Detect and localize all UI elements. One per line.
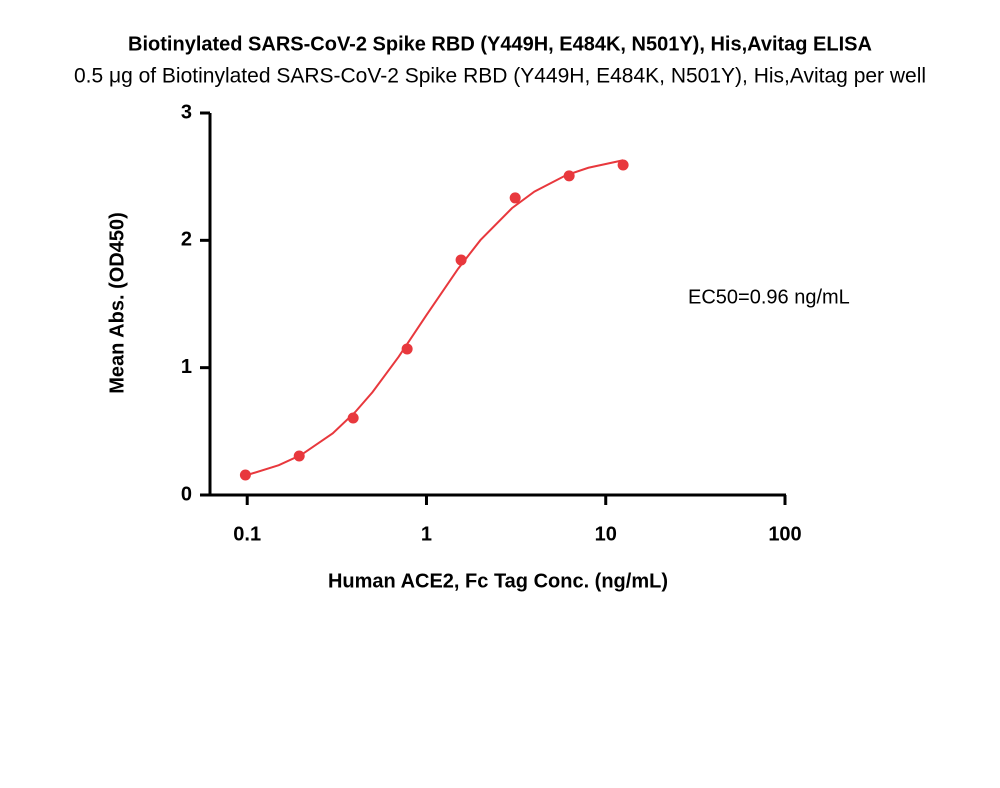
y-tick-label: 3	[181, 101, 192, 123]
x-tick-label: 100	[768, 523, 801, 545]
annotation: EC50=0.96 ng/mL	[688, 286, 850, 308]
data-point	[509, 192, 521, 204]
x-axis-label: Human ACE2, Fc Tag Conc. (ng/mL)	[328, 570, 668, 592]
x-tick-label: 10	[595, 523, 617, 545]
data-point	[293, 450, 305, 462]
y-tick-label: 2	[181, 229, 192, 251]
data-point	[347, 412, 359, 424]
x-tick-label: 0.1	[233, 523, 261, 545]
data-point	[563, 170, 575, 182]
fit-curve	[246, 159, 624, 476]
x-tick-label: 1	[421, 523, 432, 545]
y-tick-label: 0	[181, 483, 192, 505]
data-point	[401, 343, 413, 355]
y-axis-label: Mean Abs. (OD450)	[106, 212, 128, 394]
data-point	[617, 159, 629, 171]
data-point	[239, 469, 251, 481]
y-tick-label: 1	[181, 356, 192, 378]
chart-subtitle: 0.5 μg of Biotinylated SARS-CoV-2 Spike …	[74, 65, 926, 88]
chart-title: Biotinylated SARS-CoV-2 Spike RBD (Y449H…	[128, 33, 872, 55]
data-point	[455, 254, 467, 266]
